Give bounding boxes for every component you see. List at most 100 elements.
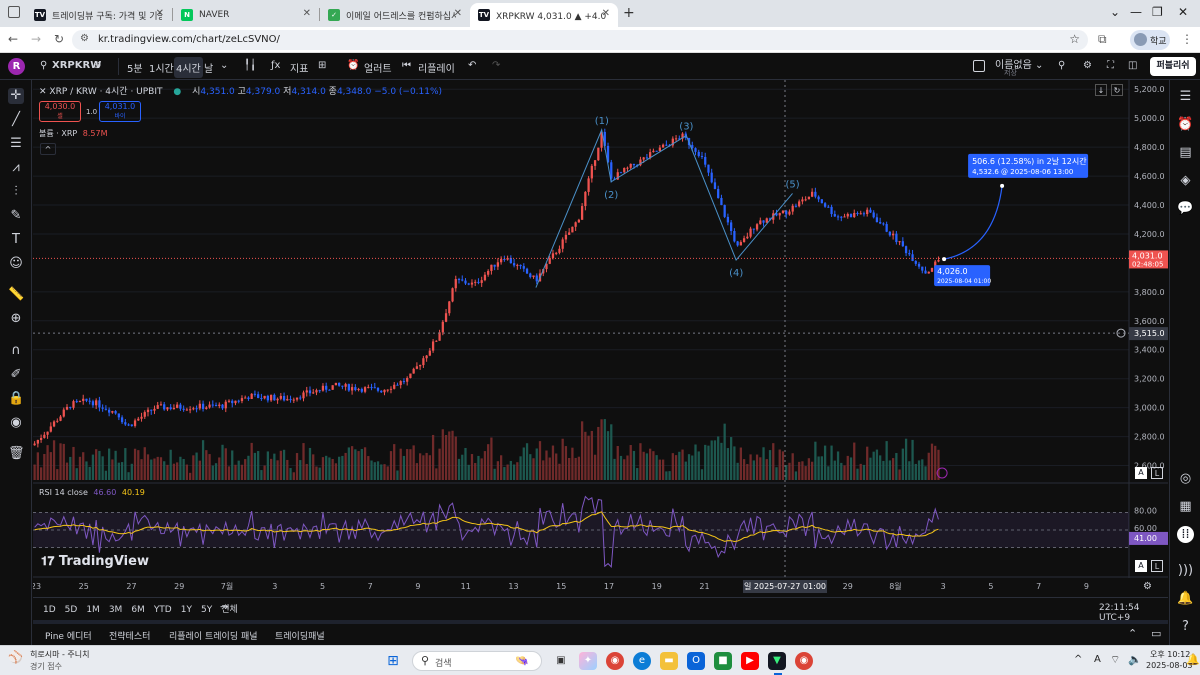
tray-overflow-icon[interactable]: ^ (1074, 654, 1083, 665)
clock[interactable]: 22:11:54 UTC+9 (1099, 603, 1140, 623)
profile-button[interactable]: 학교 (1130, 30, 1170, 50)
extensions-icon[interactable]: ⧉ (1098, 32, 1107, 46)
date-range-icon[interactable]: ⇥ (220, 600, 230, 613)
range-button-1[interactable]: 5D (64, 605, 78, 615)
chrome-profile-icon[interactable]: ◉ (795, 652, 813, 670)
tradingview-taskbar-icon[interactable]: ▼ (768, 652, 786, 670)
range-button-8[interactable]: 전체 (221, 605, 238, 615)
range-button-2[interactable]: 1M (86, 605, 100, 615)
ruler-icon[interactable]: 📏 (8, 287, 25, 302)
symbol-search-button[interactable]: XRPKRW (52, 60, 102, 71)
site-info-icon[interactable]: ⚙ (80, 33, 89, 44)
layers-icon[interactable]: ◈ (1180, 173, 1191, 188)
layout-name[interactable]: 이름없음 (995, 60, 1032, 71)
range-button-4[interactable]: 6M (131, 605, 145, 615)
chrome-icon[interactable]: ◉ (606, 652, 624, 670)
close-tab-icon[interactable]: ✕ (155, 8, 164, 19)
close-tab-icon[interactable]: ✕ (453, 8, 462, 19)
notification-bell-icon[interactable]: 🔔 (1186, 653, 1200, 666)
minimize-button[interactable]: — (1130, 5, 1142, 19)
tab-trading-panel[interactable]: 트레이딩패널 (275, 632, 325, 642)
task-view-icon[interactable]: ▣ (556, 655, 566, 666)
layout-save-label[interactable]: 저장 (1004, 69, 1017, 77)
weather-title[interactable]: 히로시마 - 주니치 (30, 650, 90, 659)
streams-icon[interactable]: ))) (1177, 563, 1194, 578)
green-app-icon[interactable]: ■ (714, 652, 732, 670)
trendline-icon[interactable]: ╱ (12, 112, 20, 127)
start-icon[interactable]: ⊞ (387, 653, 399, 669)
user-avatar[interactable]: R (8, 58, 25, 75)
pattern-icon[interactable]: ⩘ (12, 160, 20, 175)
snapshot-icon[interactable]: ◫ (1128, 60, 1138, 71)
interval-4h[interactable]: 4시간 (174, 57, 203, 78)
replay-button[interactable]: 리플레이 (418, 64, 455, 75)
outlook-icon[interactable]: O (687, 652, 705, 670)
notifications-icon[interactable]: 🔔 (1177, 591, 1194, 606)
reload-icon[interactable]: ↻ (54, 32, 65, 46)
forward-icon[interactable]: → (31, 32, 42, 46)
back-icon[interactable]: ← (8, 32, 19, 46)
range-button-7[interactable]: 5Y (200, 605, 213, 615)
reset-chart-icon[interactable]: ↻ (1111, 84, 1123, 96)
replay-icon[interactable]: ⏮ (402, 60, 411, 71)
scroll-down-icon[interactable]: ↓ (1095, 84, 1107, 96)
text-icon[interactable]: T (12, 232, 20, 247)
templates-icon[interactable]: ⊞ (318, 60, 327, 71)
tab-search-icon[interactable]: ⌄ (1110, 5, 1121, 19)
calendar-icon[interactable]: ▦ (1179, 499, 1192, 514)
sell-button[interactable]: 4,030.0 셀 (39, 101, 81, 122)
taskbar-time[interactable]: 오후 10:12 (1150, 650, 1191, 659)
browser-tab[interactable]: TV 트레이딩뷰 구독: 가격 및 기능 ✕ (26, 3, 172, 27)
data-window-icon[interactable]: ▤ (1179, 145, 1192, 160)
chart-type-icon[interactable]: ╿╽ (244, 60, 257, 71)
time-axis-settings-icon[interactable]: ⚙ (1143, 581, 1152, 592)
symbol-title[interactable]: XRP / KRW · 4시간 · UPBIT (49, 87, 163, 97)
wifi-icon[interactable]: ⌔ (1110, 653, 1121, 666)
copilot-icon[interactable]: ✦ (579, 652, 597, 670)
tab-replay-trading[interactable]: 리플레이 트레이딩 패널 (169, 632, 258, 642)
youtube-icon[interactable]: ▶ (741, 652, 759, 670)
range-button-6[interactable]: 1Y (180, 605, 192, 615)
bookmark-star-icon[interactable]: ☆ (1069, 32, 1080, 46)
brush-icon[interactable]: ✎ (10, 208, 22, 223)
close-window-button[interactable]: ✕ (1178, 5, 1189, 19)
tab-list-icon[interactable] (8, 6, 20, 18)
lock-drawings-icon[interactable]: ✐ (10, 367, 22, 382)
input-method-icon[interactable]: A (1094, 654, 1101, 665)
auto-scale-button[interactable]: A (1135, 467, 1147, 479)
browser-tab[interactable]: ✓ 이메일 어드레스를 컨펌하십시 ✕ (320, 3, 470, 27)
chart-area[interactable]: 5,200.0 5,000.0 4,800.0 4,600.0 4,400.0 4,200… (31, 80, 1168, 645)
chat-icon[interactable]: 💬 (1177, 201, 1194, 216)
watchlist-icon[interactable]: ☰ (1179, 89, 1192, 104)
alert-icon[interactable]: ⏰ (347, 60, 360, 71)
log-scale-button[interactable]: L (1151, 467, 1163, 479)
visibility-icon[interactable]: ◉ (10, 415, 22, 430)
close-tab-icon[interactable]: ✕ (302, 8, 311, 19)
publish-button[interactable]: 퍼블리쉬 (1150, 57, 1196, 76)
fullscreen-icon[interactable]: ⛶ (1107, 60, 1114, 71)
redo-icon[interactable]: ↷ (492, 60, 501, 71)
edge-icon[interactable]: e (633, 652, 651, 670)
layout-dropdown-icon[interactable]: ⌄ (1035, 60, 1044, 71)
trash-icon[interactable]: 🗑 (8, 446, 25, 461)
layout-icon[interactable] (973, 60, 985, 72)
interval-1h[interactable]: 1시간 (149, 64, 174, 75)
zoom-in-icon[interactable]: ⊕ (10, 311, 22, 326)
rsi-log-scale-button[interactable]: L (1151, 560, 1163, 572)
indicators-button[interactable]: 지표 (290, 64, 309, 75)
indicators-icon[interactable]: ƒx (271, 60, 281, 71)
apps-icon[interactable]: ⁞⁞ (1177, 526, 1194, 543)
browser-tab-active[interactable]: TV XRPKRW 4,031.0 ▲ +4.03% 업 ✕ (470, 3, 618, 27)
new-tab-button[interactable]: + (623, 5, 635, 21)
taskbar-date[interactable]: 2025-08-03 (1146, 661, 1193, 670)
magnet-icon[interactable]: ∩ (11, 343, 21, 358)
lock-icon[interactable]: 🔒 (8, 391, 25, 406)
chart-canvas[interactable]: 5,200.0 5,000.0 4,800.0 4,600.0 4,400.0 4,200… (31, 80, 1168, 645)
volume-icon[interactable]: 🔈 (1128, 653, 1142, 666)
help-icon[interactable]: ? (1182, 619, 1189, 634)
browser-menu-icon[interactable]: ⋮ (1181, 32, 1193, 46)
buy-button[interactable]: 4,031.0 바이 (99, 101, 141, 122)
browser-tab[interactable]: N NAVER ✕ (173, 3, 319, 27)
tab-pine-editor[interactable]: Pine 에디터 (45, 632, 92, 642)
crosshair-icon[interactable]: ✛ (8, 88, 24, 104)
